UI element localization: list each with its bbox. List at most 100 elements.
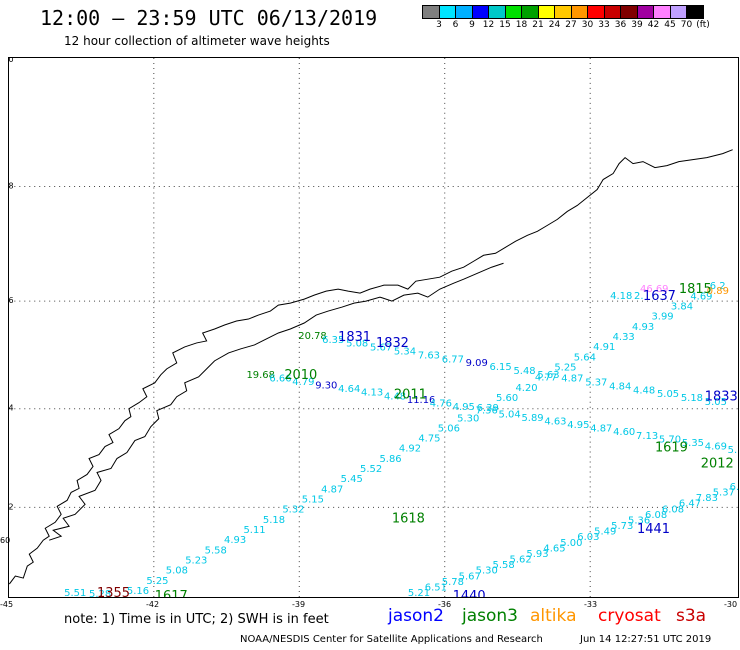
scale-label: 27 xyxy=(565,20,577,30)
wave-value: 6.2 xyxy=(710,281,726,292)
wave-value: 6.08 xyxy=(662,504,684,515)
track-label-2012: 2012 xyxy=(701,456,734,471)
scale-label: 33 xyxy=(598,20,610,30)
lon-label-45: -45 xyxy=(0,600,14,609)
track-label-2010: 2010 xyxy=(284,368,317,383)
wave-value: 4.84 xyxy=(609,381,631,392)
lon-label-36: -36 xyxy=(438,600,452,609)
scale-label: 36 xyxy=(614,20,627,30)
wave-value: 5.67 xyxy=(370,343,392,354)
wave-value: 4.69 xyxy=(690,291,712,302)
wave-value: 3.84 xyxy=(671,301,693,312)
wave-value: 5.25 xyxy=(554,362,576,373)
graticule xyxy=(9,58,738,597)
scale-label: 15 xyxy=(499,20,511,30)
wave-value: 5.05 xyxy=(705,397,727,408)
track-label-1441: 1441 xyxy=(637,522,670,537)
timestamp: Jun 14 12:27:51 UTC 2019 xyxy=(580,634,712,645)
wave-value: 4.75 xyxy=(418,434,440,445)
scale-label: 24 xyxy=(548,20,561,30)
wave-value: 5.11 xyxy=(243,525,265,536)
wave-value: 11.16 xyxy=(407,395,436,406)
wave-value: 5.70 xyxy=(659,434,681,445)
wave-value: 4.87 xyxy=(561,374,583,385)
lat-label-64: 64 xyxy=(8,404,14,413)
scale-swatch xyxy=(471,5,489,19)
wave-value: 4.63 xyxy=(544,416,566,427)
scale-swatch xyxy=(620,5,638,19)
track-label-1637: 1637 xyxy=(643,289,676,304)
scale-swatch xyxy=(422,5,440,19)
wave-value: 6.66 xyxy=(269,373,291,384)
wave-value: 6.39 xyxy=(477,403,499,414)
scale-swatch xyxy=(455,5,473,19)
wave-value: 6.08 xyxy=(645,510,667,521)
axis-labels: 70 68 66 64 62 xyxy=(8,58,14,511)
wave-value: 5.1 xyxy=(728,445,739,456)
wave-value: 5.73 xyxy=(611,521,633,532)
track-label-1815: 1815 xyxy=(679,282,712,297)
legend-cryosat: cryosat xyxy=(598,606,661,626)
scale-label: 30 xyxy=(581,20,594,30)
wave-value: 5.78 xyxy=(442,577,464,588)
credit-line: NOAA/NESDIS Center for Satellite Applica… xyxy=(240,634,543,645)
wave-value: 5.36 xyxy=(628,515,650,526)
wave-value: 4.77 xyxy=(535,373,557,384)
wave-value: 5.16 xyxy=(127,586,149,597)
wave-value: 5.18 xyxy=(681,393,703,404)
wave-value: 6.77 xyxy=(442,354,464,365)
wave-value: 5.00 xyxy=(560,538,582,549)
wave-value: 4.69 xyxy=(705,442,727,453)
wave-value: 5.86 xyxy=(379,454,401,465)
lon-label-33: -33 xyxy=(584,600,598,609)
wave-value: 4.87 xyxy=(590,424,612,435)
wave-value: 5.35 xyxy=(682,438,704,449)
wave-value: 46.69 xyxy=(640,284,669,295)
wave-value: 5.37 xyxy=(713,488,735,499)
wave-value: 19.68 xyxy=(246,370,275,381)
wave-value: 5.30 xyxy=(457,413,479,424)
wave-value: 4.93 xyxy=(224,535,246,546)
wave-value: 4.95 xyxy=(453,402,475,413)
wave-value: 5.21 xyxy=(408,588,430,598)
wave-value: 5.34 xyxy=(394,346,416,357)
lat-label-66: 66 xyxy=(8,296,14,305)
wave-value: 5.93 xyxy=(526,549,548,560)
footnote: note: 1) Time is in UTC; 2) SWH is in fe… xyxy=(64,612,329,627)
wave-value: 6. xyxy=(730,482,739,493)
legend-jason2: jason2 xyxy=(388,606,444,626)
track-label-1619: 1619 xyxy=(655,441,688,456)
wave-value: 5.25 xyxy=(146,576,168,587)
wave-value: 5.67 xyxy=(459,571,481,582)
wave-value: 4.60 xyxy=(613,427,635,438)
wave-value: 5.52 xyxy=(360,464,382,475)
wave-value: 4.92 xyxy=(399,444,421,455)
wave-value: 5.15 xyxy=(302,495,324,506)
scale-swatch xyxy=(438,5,456,19)
legend-altika: altika xyxy=(530,606,577,626)
track-label-2011: 2011 xyxy=(394,388,427,403)
lon-label-30: -30 xyxy=(724,600,738,609)
scale-swatch xyxy=(554,5,572,19)
wave-value: 3.99 xyxy=(651,312,673,323)
legend-jason3: jason3 xyxy=(462,606,518,626)
wave-value: 7.13 xyxy=(636,431,658,442)
wave-value: 6.03 xyxy=(577,532,599,543)
wave-value: 5.89 xyxy=(521,413,543,424)
wave-value: 9.30 xyxy=(315,381,337,392)
track-label-1618: 1618 xyxy=(392,511,425,526)
wave-value: 5.37 xyxy=(585,378,607,389)
wave-height-map: 20.786.35 5.08 5.67 5.34 7.63 6.77 9.09 6.15 5.4… xyxy=(8,57,739,598)
coastline-fjords xyxy=(49,262,504,541)
wave-value: 5.04 xyxy=(499,409,521,420)
track-label-1832: 1832 xyxy=(376,336,409,351)
lat-label-60: 60 xyxy=(0,536,11,545)
wave-value: 5.60 xyxy=(496,393,518,404)
wave-value: 20.78 xyxy=(298,331,327,342)
wave-value: 4.87 xyxy=(321,484,343,495)
scale-label: 70 xyxy=(680,20,693,30)
wave-value: 4.13 xyxy=(361,388,383,399)
wave-value: 4.64 xyxy=(338,384,360,395)
wave-value: 4.18 xyxy=(610,291,632,302)
scale-label: 3 xyxy=(436,20,442,30)
